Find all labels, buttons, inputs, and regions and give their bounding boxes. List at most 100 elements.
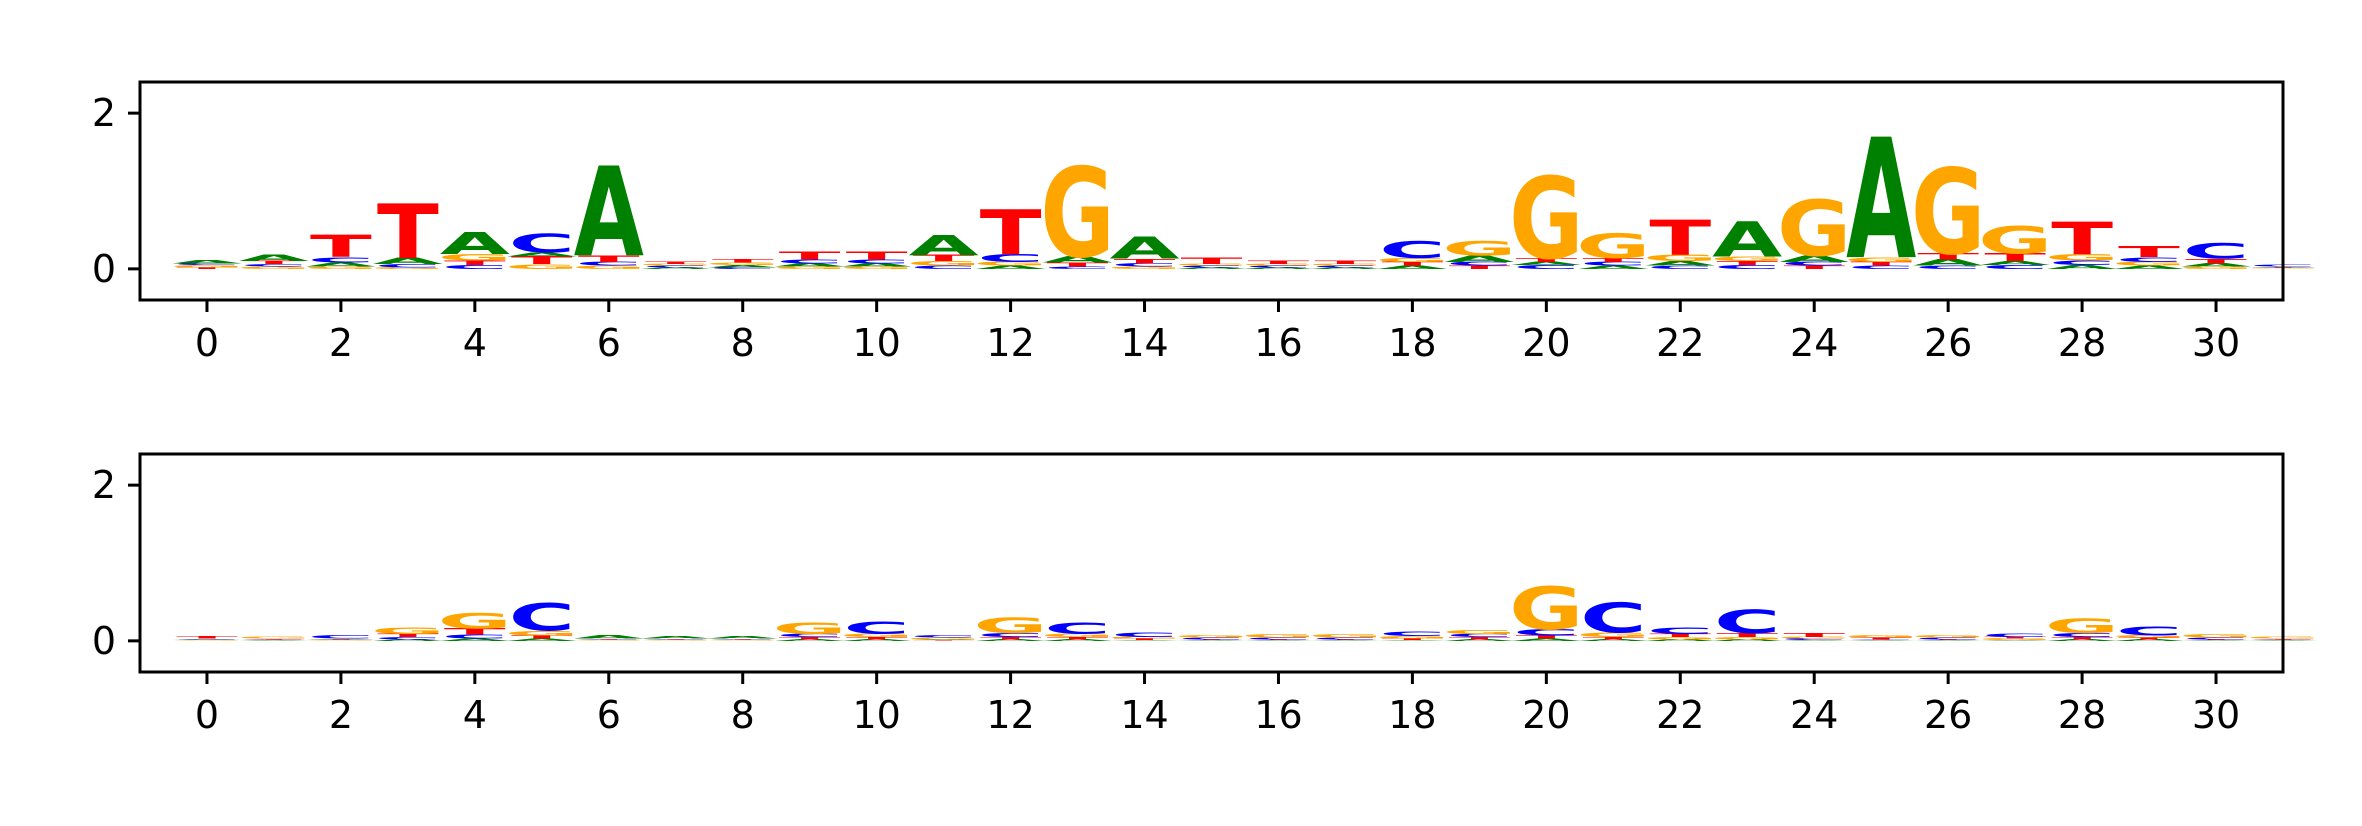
logo-letter-C: C xyxy=(1580,595,1646,642)
logo-letter-G: G xyxy=(1710,255,1784,262)
logo-letter-A: A xyxy=(1511,261,1582,266)
x-tick-label: 30 xyxy=(2192,693,2240,737)
logo-letter-C: C xyxy=(174,639,240,640)
logo-letter-G: G xyxy=(1777,637,1851,639)
logo-letter-T: T xyxy=(1917,639,1979,640)
logo-letter-C: C xyxy=(241,264,307,268)
logo-letter-T: T xyxy=(377,189,439,276)
logo-letter-T: T xyxy=(310,639,372,640)
logo-letter-A: A xyxy=(373,256,443,266)
logo-letter-T: T xyxy=(913,640,975,641)
logo-letter-C: C xyxy=(977,632,1043,638)
logo-letter-C: C xyxy=(1446,261,1512,267)
logo-letter-A: A xyxy=(507,251,578,257)
logo-letter-T: T xyxy=(1582,636,1644,640)
logo-letter-A: A xyxy=(1444,254,1514,264)
logo-letter-T: T xyxy=(1315,639,1377,640)
logo-panel-2: GCATACTGGTACACTGACTGATGCGCTAGCTAGCTAATCG… xyxy=(92,452,2320,737)
logo-letter-T: T xyxy=(1850,261,1912,267)
logo-letter-T: T xyxy=(645,638,707,639)
logo-letter-C: C xyxy=(910,635,976,639)
logo-letter-G: G xyxy=(1174,264,1248,266)
logo-letter-G: G xyxy=(1844,635,1918,639)
logo-letter-G: G xyxy=(839,266,913,270)
x-tick-label: 26 xyxy=(1924,321,1972,365)
x-tick-label: 6 xyxy=(597,321,621,365)
logo-letter-C: C xyxy=(1781,261,1847,267)
axes-frame xyxy=(138,452,2285,674)
logo-letter-T: T xyxy=(1382,638,1444,640)
logo-letter-A: A xyxy=(1578,265,1649,270)
logo-letter-T: T xyxy=(176,636,238,640)
logo-letter-G: G xyxy=(1978,638,2052,640)
logo-letter-T: T xyxy=(243,638,305,639)
logo-letter-T: T xyxy=(578,638,640,639)
logo-letter-T: T xyxy=(1716,260,1778,266)
logo-letter-G: G xyxy=(1107,266,1181,270)
logo-letter-T: T xyxy=(1783,265,1845,270)
logo-letter-A: A xyxy=(373,639,444,641)
x-tick-label: 20 xyxy=(1522,693,1570,737)
x-tick-label: 12 xyxy=(986,321,1034,365)
y-tick-label: 2 xyxy=(92,91,116,135)
logo-letter-C: C xyxy=(776,633,842,638)
logo-letter-T: T xyxy=(1984,637,2046,639)
logo-letter-T: T xyxy=(712,638,774,639)
logo-letter-A: A xyxy=(2181,263,2252,268)
x-tick-label: 18 xyxy=(1388,693,1436,737)
logo-letter-G: G xyxy=(706,640,780,641)
logo-letter-C: C xyxy=(2116,256,2183,263)
logo-letter-C: C xyxy=(843,259,909,265)
logo-letter-T: T xyxy=(1649,211,1711,267)
logo-letter-G: G xyxy=(304,640,378,641)
logo-letter-C: C xyxy=(1580,261,1646,267)
x-tick-label: 0 xyxy=(195,693,219,737)
logo-letter-G: G xyxy=(1844,256,1918,263)
logo-letter-T: T xyxy=(176,267,238,269)
x-tick-label: 8 xyxy=(731,693,755,737)
logo-letter-C: C xyxy=(1245,265,1311,267)
logo-letter-G: G xyxy=(170,264,244,268)
logo-letter-A: A xyxy=(1377,265,1448,270)
logo-letter-T: T xyxy=(1382,261,1444,267)
logo-letter-A: A xyxy=(306,638,377,639)
logo-letter-T: T xyxy=(1850,637,1912,639)
logo-letter-T: T xyxy=(243,260,305,265)
logo-letter-A: A xyxy=(976,639,1047,641)
logo-letter-T: T xyxy=(1248,260,1310,265)
logo-letter-G: G xyxy=(1040,144,1114,286)
logo-letter-G: G xyxy=(906,637,980,639)
logo-letter-G: G xyxy=(1978,219,2052,262)
logo-letter-G: G xyxy=(1308,634,1382,639)
logo-letter-T: T xyxy=(511,635,573,640)
logo-letter-C: C xyxy=(1178,637,1244,639)
logo-letter-A: A xyxy=(2047,264,2118,270)
logo-letter-A: A xyxy=(440,226,510,261)
logo-letter-C: C xyxy=(709,267,775,269)
logo-letter-T: T xyxy=(1984,251,2046,263)
logo-letter-T: T xyxy=(1783,632,1845,638)
logo-letter-A: A xyxy=(1712,213,1782,269)
x-tick-label: 22 xyxy=(1656,321,1704,365)
logo-letter-G: G xyxy=(237,637,311,639)
logo-letter-C: C xyxy=(1647,265,1713,270)
logo-letter-G: G xyxy=(1107,637,1181,639)
y-tick-label: 2 xyxy=(92,463,116,507)
logo-letter-C: C xyxy=(1044,619,1111,637)
logo-letter-A: A xyxy=(909,639,980,640)
logo-letter-C: C xyxy=(1379,630,1446,637)
logo-letter-C: C xyxy=(576,639,642,640)
logo-letter-C: C xyxy=(442,634,508,640)
logo-letter-G: G xyxy=(170,640,244,641)
logo-letter-G: G xyxy=(505,263,579,270)
logo-letter-A: A xyxy=(775,639,846,641)
logo-letter-G: G xyxy=(1040,633,1114,638)
x-tick-label: 10 xyxy=(852,321,900,365)
letter-stacks: GCATACTGGTACACTGACTGATGCGCTAGCTAGCTAATCG… xyxy=(170,575,2320,643)
logo-letter-A: A xyxy=(2181,640,2252,641)
logo-letter-C: C xyxy=(1111,263,1177,268)
logo-letter-C: C xyxy=(1781,638,1847,640)
logo-letter-G: G xyxy=(2045,615,2119,637)
